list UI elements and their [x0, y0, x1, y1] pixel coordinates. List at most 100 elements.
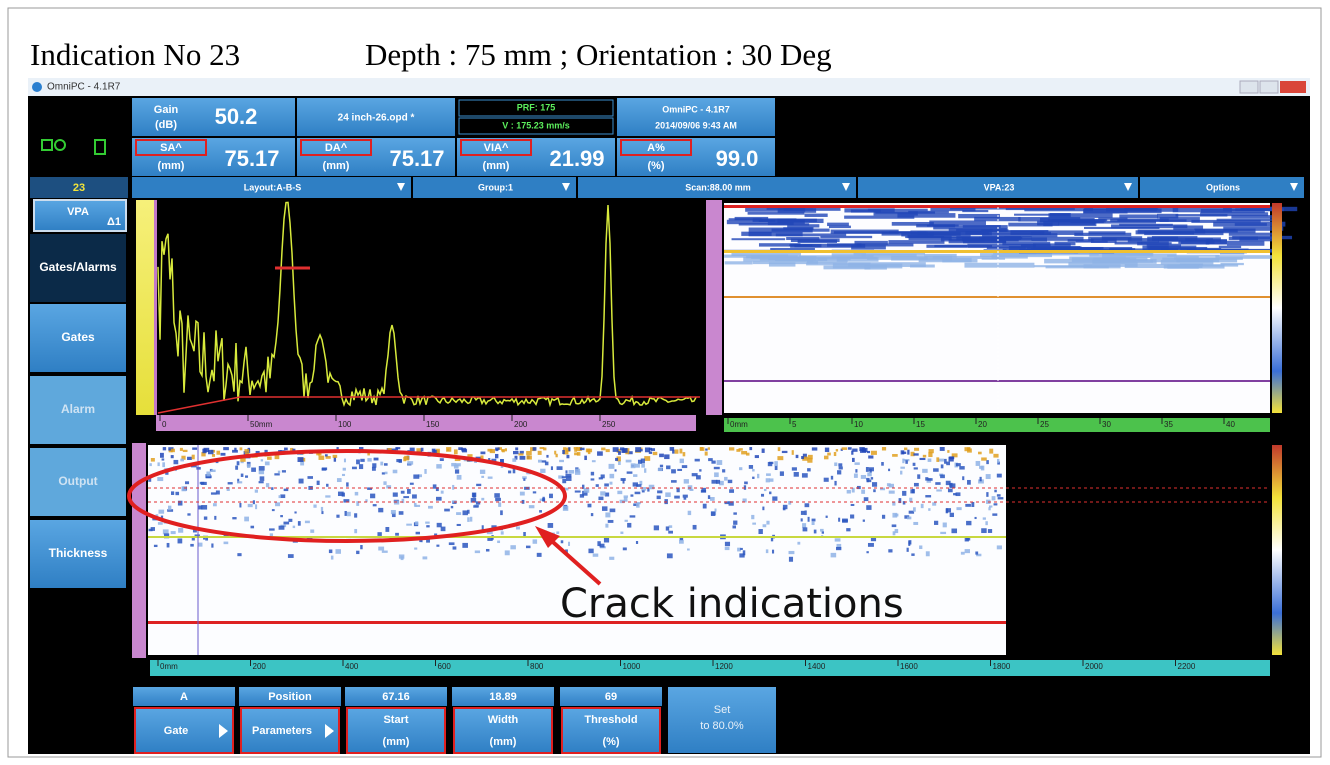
sscan-texture	[684, 497, 687, 499]
sscan-texture	[367, 458, 371, 461]
sscan-texture	[274, 473, 279, 475]
sscan-texture	[683, 495, 688, 498]
sscan-texture	[827, 453, 831, 456]
sscan-texture	[235, 466, 238, 470]
sscan-texture	[766, 549, 768, 553]
x-tick-label: 1800	[993, 662, 1011, 671]
sscan-texture	[988, 529, 992, 533]
sscan-texture	[907, 517, 911, 520]
bscan-texture	[724, 255, 788, 258]
sscan-texture	[688, 511, 691, 515]
sscan-texture	[533, 447, 537, 451]
sscan-texture	[529, 505, 535, 508]
sscan-texture	[557, 466, 563, 470]
minimize-button[interactable]	[1240, 81, 1258, 93]
sscan-texture	[216, 451, 220, 455]
sscan-texture	[449, 542, 455, 545]
close-button[interactable]	[1280, 81, 1306, 93]
sscan-texture	[436, 464, 441, 468]
sscan-texture	[667, 553, 673, 558]
sscan-texture	[657, 490, 662, 493]
sscan-texture	[394, 500, 399, 504]
bscan-texture	[1119, 224, 1173, 226]
sscan-texture	[280, 515, 283, 517]
sscan-texture	[259, 466, 265, 471]
sscan-texture	[444, 509, 450, 512]
sscan-texture	[861, 475, 866, 479]
sscan-texture	[659, 454, 664, 458]
sscan-texture	[636, 503, 639, 508]
sscan-texture	[280, 494, 285, 498]
sscan-texture	[451, 463, 456, 466]
x-tick-label: 200	[253, 662, 267, 671]
sscan-texture	[253, 500, 255, 504]
bscan-texture	[1185, 238, 1213, 241]
maximize-button[interactable]	[1260, 81, 1278, 93]
sscan-texture	[780, 471, 784, 476]
bscan-texture	[857, 243, 914, 246]
sscan-texture	[454, 449, 458, 454]
sscan-texture	[711, 480, 717, 484]
bscan-texture	[727, 220, 805, 224]
sscan-texture	[615, 469, 617, 471]
sscan-texture	[700, 447, 705, 451]
sscan-texture	[834, 462, 837, 466]
sscan-texture	[174, 460, 179, 464]
x-tick-label: 35	[1164, 420, 1173, 429]
sscan-texture	[928, 478, 933, 481]
sscan-texture	[467, 517, 469, 522]
sscan-texture	[908, 540, 911, 544]
sscan-texture	[537, 553, 542, 557]
sscan-texture	[325, 454, 328, 456]
sscan-texture	[953, 493, 957, 495]
sscan-texture	[847, 490, 851, 494]
sscan-texture	[728, 480, 733, 483]
sscan-texture	[211, 543, 213, 547]
sscan-texture	[609, 557, 614, 560]
param-unit: (%)	[602, 736, 619, 748]
sscan-texture	[635, 447, 641, 452]
reading-value: 75.17	[389, 146, 444, 171]
sscan-texture	[914, 448, 919, 451]
sscan-texture	[649, 448, 652, 451]
sscan-texture	[902, 452, 906, 454]
sscan-texture	[928, 458, 932, 461]
sscan-texture	[913, 463, 916, 466]
sscan-texture	[967, 480, 971, 485]
bscan-texture	[786, 237, 819, 240]
sscan-texture	[171, 449, 175, 452]
sscan-texture	[568, 542, 570, 546]
sscan-texture	[866, 505, 871, 510]
sscan-texture	[812, 519, 816, 522]
sscan-texture	[601, 448, 605, 451]
sscan-texture	[456, 512, 461, 515]
sscan-texture	[183, 450, 188, 452]
sscan-texture	[333, 455, 338, 458]
bscan-texture	[1235, 223, 1267, 226]
sscan-texture	[677, 469, 682, 471]
sscan-texture	[157, 462, 159, 466]
sscan-texture	[356, 551, 359, 554]
sscan-texture	[803, 527, 808, 531]
sscan-texture	[383, 481, 386, 485]
sscan-texture	[680, 459, 684, 463]
bscan-texture	[909, 236, 952, 240]
sscan-texture	[775, 466, 778, 470]
sscan-texture	[245, 475, 248, 477]
sscan-texture	[956, 507, 961, 510]
bscan-texture	[820, 236, 872, 238]
sscan-texture	[684, 479, 689, 483]
bscan-texture	[924, 254, 956, 258]
x-tick-label: 15	[916, 420, 925, 429]
x-tick-label: 2200	[1178, 662, 1196, 671]
sscan-texture	[239, 503, 241, 508]
sscan-texture	[391, 510, 396, 514]
sscan-texture	[814, 530, 817, 534]
sscan-texture	[605, 512, 610, 517]
sscan-texture	[705, 449, 707, 451]
sscan-texture	[881, 462, 884, 466]
sscan-texture	[961, 552, 965, 555]
sscan-texture	[342, 474, 345, 476]
sscan-texture	[671, 469, 676, 473]
sscan-texture	[744, 482, 748, 485]
